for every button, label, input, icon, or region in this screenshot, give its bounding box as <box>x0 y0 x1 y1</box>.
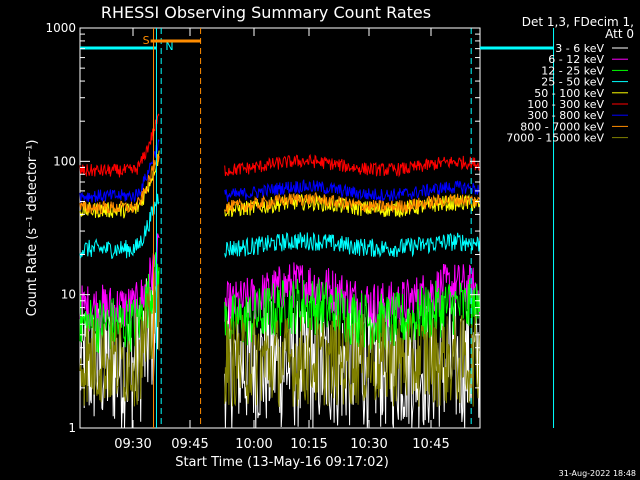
legend-label: 50 - 100 keV <box>534 87 604 100</box>
y-tick-label: 10 <box>61 288 76 302</box>
plot-frame <box>79 27 481 429</box>
series-line <box>79 113 480 178</box>
series-line <box>79 193 480 260</box>
legend-label: 300 - 800 keV <box>527 109 604 122</box>
marker-label: S <box>143 34 150 47</box>
y-tick-label: 100 <box>53 154 76 168</box>
chart-title: RHESSI Observing Summary Count Rates <box>101 3 431 22</box>
annotation-layer: NS <box>80 28 555 428</box>
legend-label: 800 - 7000 keV <box>520 120 604 133</box>
legend-label: 3 - 6 keV <box>555 42 604 55</box>
axis-layer: 1 10 100 1000 09:30 09:45 10:00 10:15 10:30 10:45 <box>45 21 480 452</box>
legend-label: 7000 - 15000 keV <box>506 132 604 145</box>
series-line <box>79 139 480 204</box>
x-tick-label: 09:30 <box>114 437 151 452</box>
legend-header-line-1: Det 1,3, FDecim 1, <box>522 15 634 29</box>
y-axis-label: Count Rate (s⁻¹ detector⁻¹) <box>25 140 40 317</box>
legend-header-line-2: Att 0 <box>605 27 634 41</box>
x-tick-label: 10:45 <box>412 437 449 452</box>
legend-label: 6 - 12 keV <box>548 53 604 66</box>
x-tick-label: 10:15 <box>290 437 327 452</box>
x-tick-label: 10:30 <box>350 437 387 452</box>
x-axis-label: Start Time (13-May-16 09:17:02) <box>175 455 389 470</box>
legend-label: 12 - 25 keV <box>541 64 604 77</box>
series-line <box>79 272 480 408</box>
x-tick-label: 10:00 <box>235 437 272 452</box>
legend-label: 25 - 50 keV <box>541 76 604 89</box>
footer-timestamp: 31-Aug-2022 18:48 <box>559 469 636 478</box>
x-tick-label: 09:45 <box>171 437 208 452</box>
marker-label: N <box>165 40 173 53</box>
y-tick-label: 1 <box>68 421 76 435</box>
series-line <box>79 153 480 215</box>
series-layer <box>79 113 480 429</box>
legend-label: 100 - 300 keV <box>527 98 604 111</box>
y-tick-label: 1000 <box>45 21 76 35</box>
